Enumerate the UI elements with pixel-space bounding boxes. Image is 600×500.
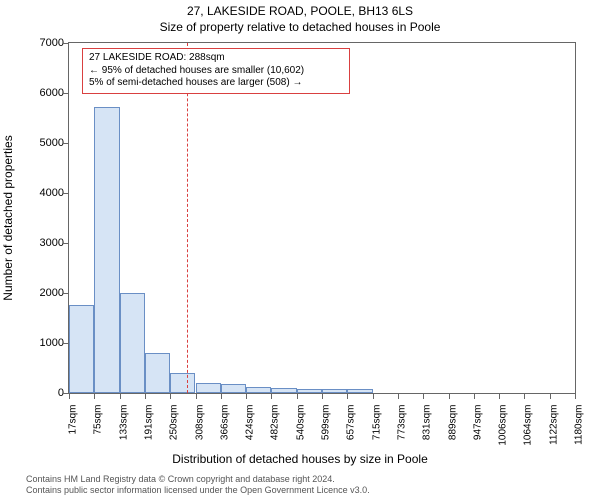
y-axis-label: Number of detached properties xyxy=(1,135,15,300)
ytick-label: 7000 xyxy=(24,37,64,49)
xtick-label: 366sqm xyxy=(219,405,230,465)
xtick-mark xyxy=(347,394,348,399)
ytick-mark xyxy=(63,393,68,394)
xtick-mark xyxy=(221,394,222,399)
ytick-mark xyxy=(63,293,68,294)
xtick-label: 191sqm xyxy=(143,405,154,465)
xtick-mark xyxy=(474,394,475,399)
xtick-label: 540sqm xyxy=(295,405,306,465)
xtick-label: 831sqm xyxy=(422,405,433,465)
title-main: 27, LAKESIDE ROAD, POOLE, BH13 6LS xyxy=(0,4,600,18)
xtick-label: 308sqm xyxy=(194,405,205,465)
info-box-line2: ← 95% of detached houses are smaller (10… xyxy=(89,65,343,78)
histogram-bar xyxy=(170,373,195,393)
xtick-mark xyxy=(297,394,298,399)
ytick-label: 0 xyxy=(24,387,64,399)
info-box-line1: 27 LAKESIDE ROAD: 288sqm xyxy=(89,52,343,65)
ytick-mark xyxy=(63,193,68,194)
histogram-bar xyxy=(246,387,271,393)
ytick-mark xyxy=(63,93,68,94)
xtick-mark xyxy=(271,394,272,399)
info-box-line3: 5% of semi-detached houses are larger (5… xyxy=(89,77,343,90)
title-sub: Size of property relative to detached ho… xyxy=(0,20,600,34)
ytick-mark xyxy=(63,243,68,244)
marker-line xyxy=(187,43,188,393)
histogram-bar xyxy=(271,388,296,393)
xtick-label: 947sqm xyxy=(472,405,483,465)
xtick-mark xyxy=(145,394,146,399)
xtick-label: 75sqm xyxy=(93,405,104,465)
xtick-mark xyxy=(575,394,576,399)
plot-area xyxy=(68,42,576,394)
xtick-label: 1180sqm xyxy=(574,405,585,465)
xtick-mark xyxy=(524,394,525,399)
xtick-label: 482sqm xyxy=(270,405,281,465)
xtick-mark xyxy=(120,394,121,399)
xtick-label: 1006sqm xyxy=(498,405,509,465)
xtick-label: 1122sqm xyxy=(548,405,559,465)
xtick-label: 889sqm xyxy=(447,405,458,465)
xtick-mark xyxy=(449,394,450,399)
xtick-mark xyxy=(373,394,374,399)
histogram-bar xyxy=(322,389,347,394)
xtick-label: 424sqm xyxy=(245,405,256,465)
xtick-mark xyxy=(322,394,323,399)
xtick-label: 773sqm xyxy=(396,405,407,465)
xtick-mark xyxy=(423,394,424,399)
xtick-label: 1064sqm xyxy=(523,405,534,465)
ytick-label: 1000 xyxy=(24,337,64,349)
xtick-mark xyxy=(246,394,247,399)
xtick-mark xyxy=(398,394,399,399)
histogram-bar xyxy=(221,384,246,393)
xtick-label: 17sqm xyxy=(68,405,79,465)
info-box: 27 LAKESIDE ROAD: 288sqm ← 95% of detach… xyxy=(82,48,350,94)
xtick-mark xyxy=(550,394,551,399)
ytick-mark xyxy=(63,343,68,344)
xtick-mark xyxy=(499,394,500,399)
histogram-bar xyxy=(145,353,170,393)
xtick-mark xyxy=(94,394,95,399)
ytick-label: 2000 xyxy=(24,287,64,299)
ytick-mark xyxy=(63,143,68,144)
footer-line-2: Contains public sector information licen… xyxy=(26,485,370,495)
footer-line-1: Contains HM Land Registry data © Crown c… xyxy=(26,474,335,484)
xtick-label: 250sqm xyxy=(169,405,180,465)
xtick-label: 133sqm xyxy=(118,405,129,465)
xtick-label: 715sqm xyxy=(371,405,382,465)
histogram-bar xyxy=(297,389,322,394)
histogram-bar xyxy=(120,293,145,394)
xtick-mark xyxy=(170,394,171,399)
xtick-label: 657sqm xyxy=(346,405,357,465)
histogram-bar xyxy=(94,107,119,393)
histogram-bar xyxy=(347,389,372,394)
xtick-mark xyxy=(69,394,70,399)
ytick-label: 6000 xyxy=(24,87,64,99)
ytick-label: 3000 xyxy=(24,237,64,249)
histogram-bar xyxy=(69,305,94,394)
histogram-bar xyxy=(196,383,221,393)
xtick-label: 599sqm xyxy=(321,405,332,465)
ytick-mark xyxy=(63,43,68,44)
ytick-label: 5000 xyxy=(24,137,64,149)
ytick-label: 4000 xyxy=(24,187,64,199)
xtick-mark xyxy=(196,394,197,399)
